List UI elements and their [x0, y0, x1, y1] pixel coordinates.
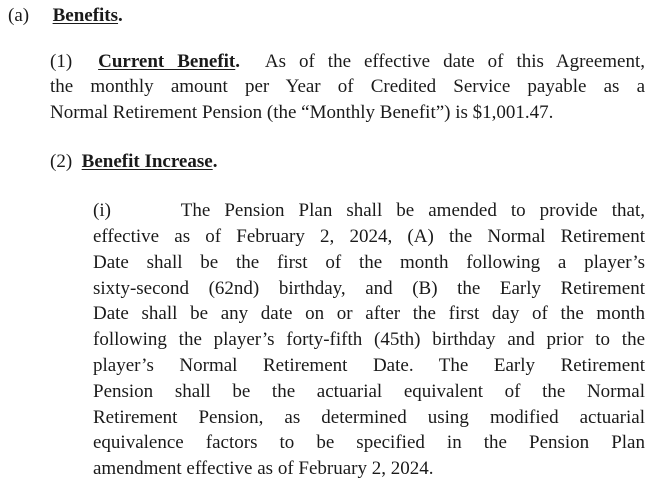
para-label: (i)	[93, 200, 111, 221]
para1-first-line: (1) Current Benefit. As of the effective…	[50, 50, 645, 74]
para-heading: Current Benefit	[98, 51, 236, 72]
para-label: (1)	[50, 51, 73, 72]
para-i-line: following the player’s forty-fifth (45th…	[93, 329, 645, 351]
para-i-line: Date shall be any date on or after the f…	[93, 303, 645, 325]
period: .	[235, 51, 241, 72]
para-i-first-line: (i) The Pension Plan shall be amended to…	[93, 199, 645, 223]
para-i-line: sixty-second (62nd) birthday, and (B) th…	[93, 277, 645, 299]
para-i-line: equivalence factors to be specified in t…	[93, 432, 645, 454]
para-i-line: player’s Normal Retirement Date. The Ear…	[93, 355, 645, 376]
para-i-line: amendment effective as of February 2, 20…	[93, 458, 434, 480]
para-i-line: Pension shall be the actuarial equivalen…	[93, 380, 645, 402]
para-text: As of the effective date of this Agreeme…	[264, 51, 646, 72]
para-heading: Benefit Increase	[81, 151, 213, 172]
para-label: (2)	[50, 151, 73, 172]
section-a-heading: (a) Benefits.	[8, 4, 123, 28]
para1-line: the monthly amount per Year of Credited …	[50, 76, 645, 97]
period: .	[212, 151, 218, 172]
para-i-line: Date shall be the first of the month fol…	[93, 251, 645, 273]
para2-heading: (2) Benefit Increase.	[50, 150, 217, 174]
para-i-line: Retirement Pension, as determined using …	[93, 406, 645, 428]
para1-line: Normal Retirement Pension (the “Monthly …	[50, 102, 554, 123]
para-i-line: effective as of February 2, 2024, (A) th…	[93, 226, 645, 247]
section-title: Benefits	[52, 5, 119, 26]
para-text: The Pension Plan shall be amended to pro…	[180, 200, 645, 221]
section-label: (a)	[8, 5, 30, 26]
period: .	[118, 5, 123, 26]
